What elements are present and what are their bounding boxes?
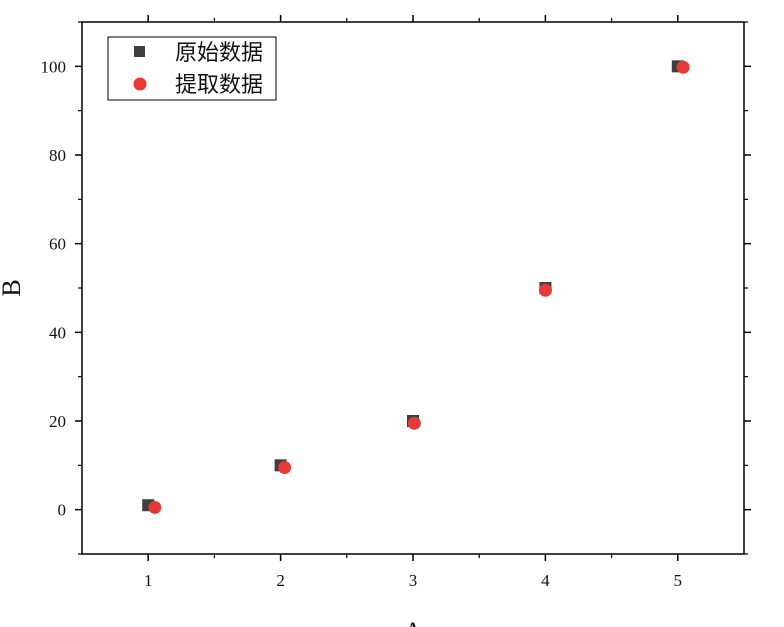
x-tick-label: 5: [674, 571, 683, 590]
y-tick-label: 80: [49, 146, 66, 165]
data-point-extracted: [148, 500, 162, 514]
axis-ticks: [75, 15, 751, 561]
plot-frame: [81, 21, 745, 555]
legend-label-original: 原始数据: [175, 41, 263, 66]
x-tick-label: 1: [144, 571, 153, 590]
y-tick-label: 60: [49, 235, 66, 254]
x-tick-label: 3: [409, 571, 418, 590]
legend: 原始数据 提取数据: [107, 36, 277, 101]
axis-tick-labels: 1 2 3 4 5 0 20 40 60 80 100: [41, 57, 683, 590]
y-tick-label: 100: [41, 57, 67, 76]
x-tick-label: 4: [541, 571, 550, 590]
y-tick-label: 40: [49, 323, 66, 342]
x-axis-title: A: [404, 617, 423, 627]
data-points: [142, 60, 690, 514]
data-point-extracted: [538, 283, 552, 297]
x-tick-label: 2: [276, 571, 285, 590]
legend-label-extracted: 提取数据: [175, 73, 263, 98]
legend-circle-marker: [133, 77, 147, 91]
data-point-extracted: [278, 461, 292, 475]
legend-square-marker: [134, 46, 145, 57]
y-axis-title: B: [0, 279, 26, 296]
data-point-extracted: [676, 60, 690, 74]
data-point-extracted: [407, 416, 421, 430]
y-tick-label: 0: [58, 501, 67, 520]
y-tick-label: 20: [49, 412, 66, 431]
